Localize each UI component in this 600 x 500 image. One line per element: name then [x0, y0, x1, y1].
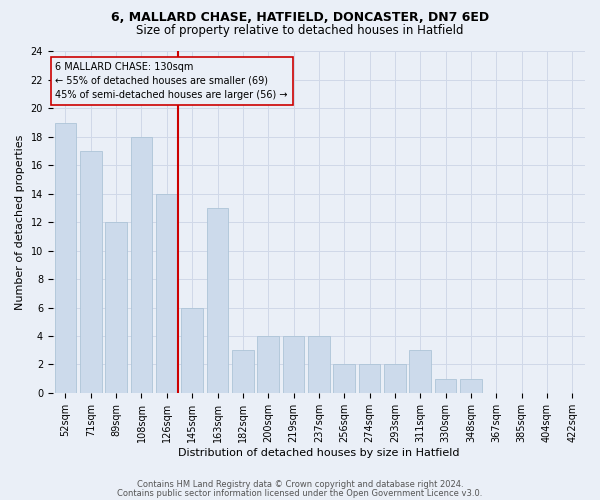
X-axis label: Distribution of detached houses by size in Hatfield: Distribution of detached houses by size … — [178, 448, 460, 458]
Text: Size of property relative to detached houses in Hatfield: Size of property relative to detached ho… — [136, 24, 464, 37]
Bar — [106, 222, 127, 393]
Bar — [435, 378, 457, 393]
Bar — [181, 308, 203, 393]
Text: Contains HM Land Registry data © Crown copyright and database right 2024.: Contains HM Land Registry data © Crown c… — [137, 480, 463, 489]
Bar — [384, 364, 406, 393]
Bar — [80, 151, 101, 393]
Bar — [55, 122, 76, 393]
Bar — [232, 350, 254, 393]
Bar — [283, 336, 304, 393]
Bar — [257, 336, 279, 393]
Bar — [156, 194, 178, 393]
Y-axis label: Number of detached properties: Number of detached properties — [15, 134, 25, 310]
Bar — [131, 137, 152, 393]
Bar — [308, 336, 329, 393]
Bar — [460, 378, 482, 393]
Bar — [359, 364, 380, 393]
Text: 6 MALLARD CHASE: 130sqm
← 55% of detached houses are smaller (69)
45% of semi-de: 6 MALLARD CHASE: 130sqm ← 55% of detache… — [55, 62, 288, 100]
Bar — [207, 208, 228, 393]
Bar — [409, 350, 431, 393]
Text: 6, MALLARD CHASE, HATFIELD, DONCASTER, DN7 6ED: 6, MALLARD CHASE, HATFIELD, DONCASTER, D… — [111, 11, 489, 24]
Bar — [334, 364, 355, 393]
Text: Contains public sector information licensed under the Open Government Licence v3: Contains public sector information licen… — [118, 489, 482, 498]
